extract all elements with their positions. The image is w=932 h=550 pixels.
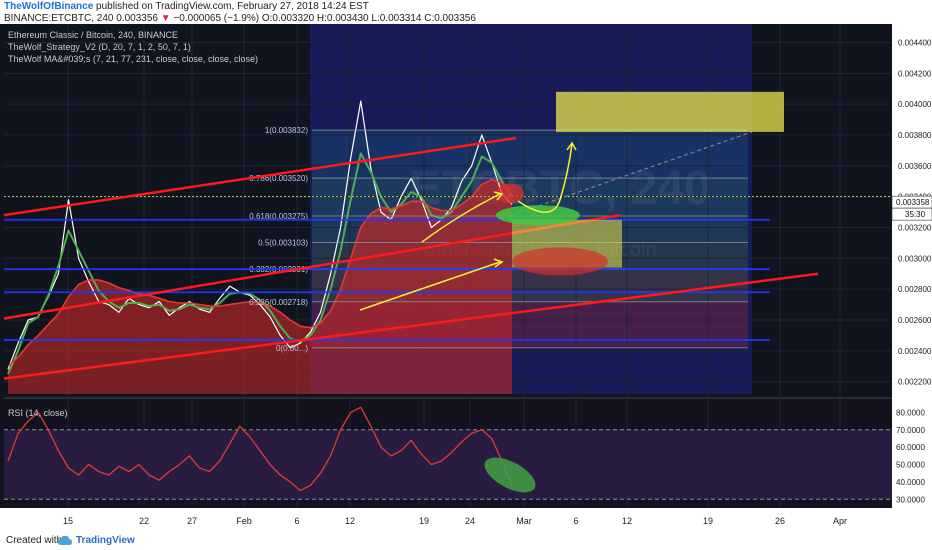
publish-line: TheWolfOfBinance published on TradingVie… — [4, 1, 369, 12]
legend-strategy: TheWolf_Strategy_V2 (D, 20, 7, 1, 2, 50,… — [8, 42, 191, 52]
rsi-highlight-ellipse — [484, 457, 536, 493]
y-tick-label: 0.003600 — [898, 162, 932, 171]
price-series-line — [7, 100, 513, 370]
y-tick-label: 0.003200 — [898, 224, 932, 233]
target-box — [556, 91, 784, 132]
y-tick-label: 0.004200 — [898, 69, 932, 78]
chart-legend: Ethereum Classic / Bitcoin, 240, BINANCE… — [8, 29, 258, 65]
y-tick-label: 0.002400 — [898, 347, 932, 356]
y-tick-label: 0.003800 — [898, 131, 932, 140]
arrowhead-upper — [493, 191, 504, 201]
arrowhead-lower — [493, 258, 504, 268]
price-change: −0.000065 (−1.9%) — [173, 13, 260, 24]
x-tick-label: 22 — [139, 516, 149, 526]
rsi-band — [4, 429, 892, 500]
rsi-tick-label: 50.0000 — [896, 461, 925, 470]
down-arrow-icon: ▼ — [160, 13, 171, 24]
x-tick-label: Apr — [833, 516, 847, 526]
published-text: published on TradingView.com, February 2… — [96, 1, 369, 12]
countdown-box — [891, 207, 932, 221]
tradingview-brand[interactable]: TradingView — [76, 535, 135, 546]
header-bar: TheWolfOfBinance published on TradingVie… — [0, 0, 932, 24]
rsi-tick-label: 80.0000 — [896, 408, 925, 417]
risk-zone-ellipse — [512, 247, 608, 276]
y-tick-label: 0.004000 — [898, 100, 932, 109]
price-tag-value: 0.003358 — [896, 198, 930, 207]
quote-line: BINANCE:ETCBTC, 240 0.003356 ▼ −0.000065… — [4, 13, 476, 24]
current-zone-ellipse — [496, 183, 524, 204]
x-tick-label: 27 — [187, 516, 197, 526]
buy-zone-ellipse — [496, 205, 580, 226]
rsi-tick-label: 30.0000 — [896, 495, 925, 504]
chart-canvas[interactable]: ETCBTC, 240Ethereum Classic / Bitcoin 0(… — [0, 24, 932, 532]
y-tick-label: 0.002800 — [898, 285, 932, 294]
fib-label: 1(0.003832) — [265, 126, 308, 135]
y-axis-panel — [892, 24, 932, 532]
x-tick-label: 6 — [573, 516, 578, 526]
countdown-value: 35:30 — [905, 210, 926, 219]
fib-label: 0(0.00...) — [276, 344, 308, 353]
rsi-line — [7, 406, 513, 492]
ohlc-values: O:0.003320 H:0.003430 L:0.003314 C:0.003… — [261, 13, 476, 24]
rsi-tick-label: 40.0000 — [896, 478, 925, 487]
legend-symbol: Ethereum Classic / Bitcoin, 240, BINANCE — [8, 30, 179, 40]
created-with-text: Created with — [6, 535, 63, 546]
y-tick-label: 0.002200 — [898, 378, 932, 387]
rsi-tick-label: 70.0000 — [896, 426, 925, 435]
legend-mas: TheWolf MA&#039;s (7, 21, 77, 231, close… — [8, 54, 258, 64]
last-price: 0.003356 — [116, 13, 158, 24]
fib-label: 0.786(0.003520) — [249, 174, 308, 183]
chart-area[interactable]: ETCBTC, 240Ethereum Classic / Bitcoin 0(… — [0, 24, 932, 532]
x-tick-label: 26 — [775, 516, 785, 526]
arrow-upper — [421, 193, 501, 243]
y-tick-label: 0.004400 — [898, 39, 932, 48]
symbol-text: BINANCE:ETCBTC, 240 — [4, 13, 114, 24]
fib-zone — [312, 130, 748, 179]
slow-ma-line — [7, 178, 513, 367]
author-link[interactable]: TheWolfOfBinance — [4, 1, 94, 12]
arrowhead-target — [566, 141, 577, 151]
fib-label: 0.5(0.003103) — [258, 238, 308, 247]
x-tick-label: 6 — [294, 516, 299, 526]
x-axis-panel — [0, 508, 932, 532]
x-tick-label: 24 — [465, 516, 475, 526]
rsi-legend: RSI (14, close) — [8, 408, 68, 418]
y-tick-label: 0.002600 — [898, 316, 932, 325]
lower-trend-line — [3, 272, 819, 380]
upper-trend-line — [3, 136, 517, 217]
fast-ma-line — [7, 152, 513, 375]
x-tick-label: 12 — [622, 516, 632, 526]
projection-dash — [511, 131, 753, 216]
x-tick-label: 15 — [63, 516, 73, 526]
x-tick-label: Feb — [236, 516, 252, 526]
x-tick-label: 19 — [419, 516, 429, 526]
y-tick-label: 0.003000 — [898, 254, 932, 263]
x-tick-label: 12 — [345, 516, 355, 526]
fib-label: 0.236(0.002718) — [249, 298, 308, 307]
arrow-target — [517, 143, 573, 213]
arrow-lower — [359, 261, 501, 311]
x-tick-label: 19 — [703, 516, 713, 526]
tradingview-cloud-icon — [58, 535, 72, 545]
rsi-tick-label: 60.0000 — [896, 443, 925, 452]
footer-bar: Created with TradingView — [0, 532, 932, 550]
fib-label: 0.618(0.003275) — [249, 212, 308, 221]
x-tick-label: Mar — [516, 516, 532, 526]
